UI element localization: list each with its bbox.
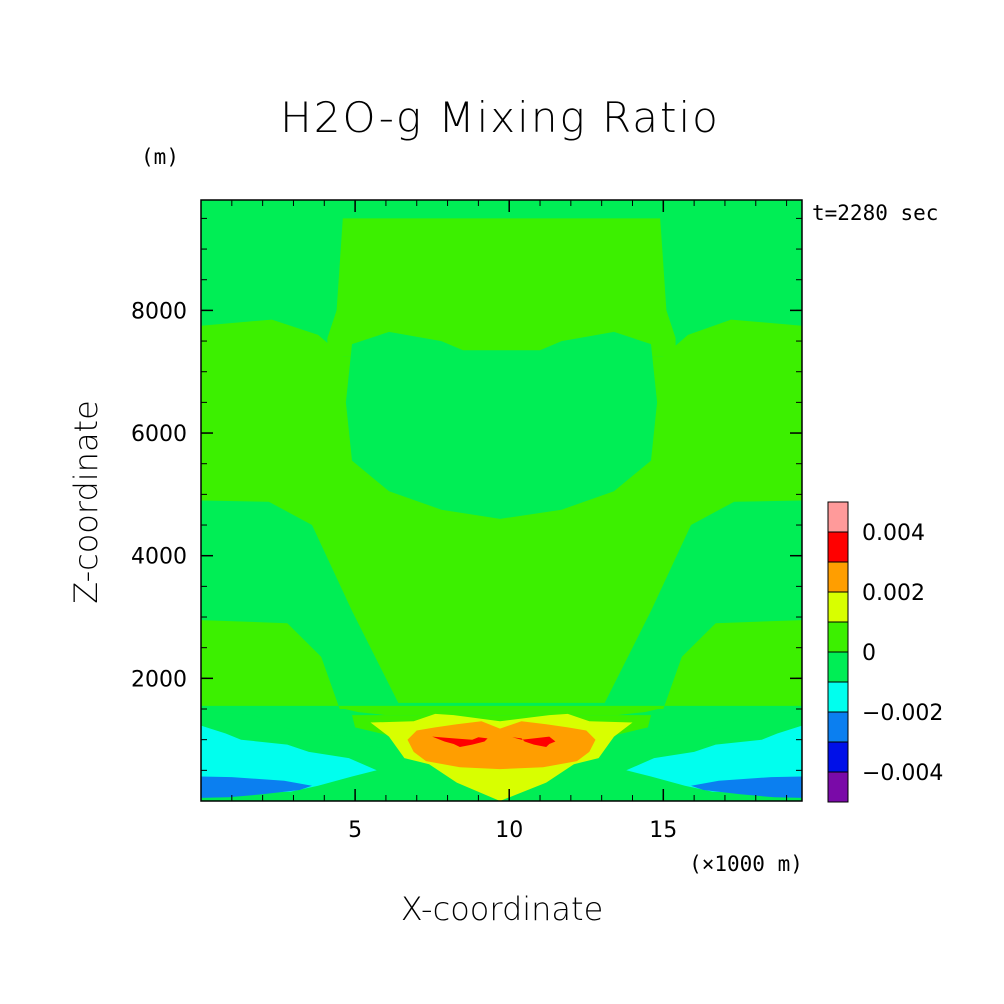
contour-region-12 [626,725,802,795]
colorbar-swatch [827,531,849,563]
contour-region-6 [201,705,802,801]
colorbar-swatch [827,711,849,743]
colorbar-swatch [827,501,849,533]
y-tick-label: 6000 [131,422,187,447]
contour-region-3 [339,707,664,716]
colorbar-tick-label: −0.004 [862,761,943,786]
chart-title: H2O-g Mixing Ratio [280,93,720,142]
y-tick-label: 4000 [131,545,187,570]
x-tick-label: 15 [649,818,677,843]
colorbar-swatch [827,771,849,803]
contour-region-14 [691,776,802,798]
contour-region-9 [432,736,488,747]
colorbar-ticks: −0.004 −0.002 0 0.002 0.004 [862,521,943,786]
contour-region-13 [201,776,312,798]
colorbar-swatch [827,591,849,623]
contour-region-11 [201,725,377,795]
contour-region-2 [327,218,676,357]
x-unit-label: (×1000 m) [689,852,803,876]
y-unit-label: (m) [141,145,179,169]
plot-frame [200,199,803,802]
colorbar-swatch [827,681,849,713]
contour-regions [201,218,802,801]
contour-region-10 [512,736,556,747]
colorbar-tick-label: 0.002 [862,581,925,606]
x-axis-label: X-coordinate [401,890,604,928]
x-tick-label: 5 [348,818,362,843]
x-tick-label: 10 [495,818,523,843]
colorbar-tick-label: 0 [862,641,876,666]
contour-region-8 [407,721,596,770]
y-tick-label: 2000 [131,667,187,692]
colorbar-swatch [827,621,849,653]
y-axis-label: Z-coordinate [67,400,105,604]
time-label: t=2280 sec [812,201,938,225]
colorbar [827,501,849,803]
x-axis-ticks: 5 10 15 [348,200,677,843]
y-tick-label: 8000 [131,299,187,324]
contour-region-1 [201,620,802,709]
colorbar-tick-label: 0.004 [862,521,925,546]
y-axis-ticks: 2000 4000 6000 8000 [131,299,802,692]
contour-region-5 [345,331,658,519]
colorbar-swatch [827,741,849,773]
colorbar-swatch [827,561,849,593]
colorbar-tick-label: −0.002 [862,701,943,726]
colorbar-swatch [827,651,849,683]
